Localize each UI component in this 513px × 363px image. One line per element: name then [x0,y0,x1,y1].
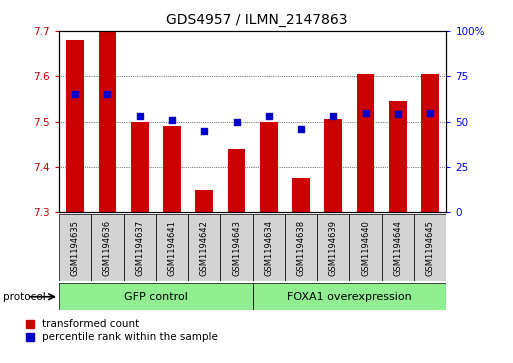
FancyBboxPatch shape [382,214,414,281]
Point [200,128,208,134]
Point [71,91,79,97]
FancyBboxPatch shape [91,214,124,281]
Bar [324,119,342,212]
Text: GSM1194643: GSM1194643 [232,220,241,276]
Text: FOXA1 overexpression: FOXA1 overexpression [287,292,412,302]
Point [265,113,273,119]
Text: GFP control: GFP control [124,292,188,302]
Text: GSM1194634: GSM1194634 [264,220,273,276]
FancyBboxPatch shape [285,214,317,281]
FancyBboxPatch shape [221,214,252,281]
Bar [357,74,374,212]
Bar [98,31,116,212]
Text: GSM1194635: GSM1194635 [71,220,80,276]
FancyBboxPatch shape [124,214,156,281]
Text: GSM1194640: GSM1194640 [361,220,370,276]
Text: protocol: protocol [3,292,45,302]
Point [297,126,305,132]
Bar [292,178,310,212]
Bar [421,74,439,212]
Point [394,111,402,117]
Text: GSM1194639: GSM1194639 [329,220,338,276]
Point [135,113,144,119]
Text: GSM1194638: GSM1194638 [297,220,306,276]
Text: GSM1194644: GSM1194644 [393,220,402,276]
Legend: transformed count, percentile rank within the sample: transformed count, percentile rank withi… [26,319,218,342]
FancyBboxPatch shape [252,283,446,310]
Bar [389,101,407,212]
Text: GSM1194637: GSM1194637 [135,220,144,276]
Point [103,91,111,97]
FancyBboxPatch shape [156,214,188,281]
Bar [66,40,84,212]
Point [329,113,338,119]
Text: GDS4957 / ILMN_2147863: GDS4957 / ILMN_2147863 [166,13,347,27]
Point [232,119,241,125]
FancyBboxPatch shape [349,214,382,281]
Text: GSM1194641: GSM1194641 [167,220,176,276]
Point [426,110,435,115]
Text: GSM1194642: GSM1194642 [200,220,209,276]
Bar [228,149,245,212]
FancyBboxPatch shape [317,214,349,281]
Text: GSM1194636: GSM1194636 [103,220,112,276]
Text: GSM1194645: GSM1194645 [426,220,435,276]
Bar [163,126,181,212]
FancyBboxPatch shape [188,214,221,281]
FancyBboxPatch shape [252,214,285,281]
Bar [131,122,149,212]
FancyBboxPatch shape [59,214,91,281]
Point [362,110,370,115]
Point [168,117,176,123]
FancyBboxPatch shape [414,214,446,281]
Bar [260,122,278,212]
FancyBboxPatch shape [59,283,252,310]
Bar [195,189,213,212]
